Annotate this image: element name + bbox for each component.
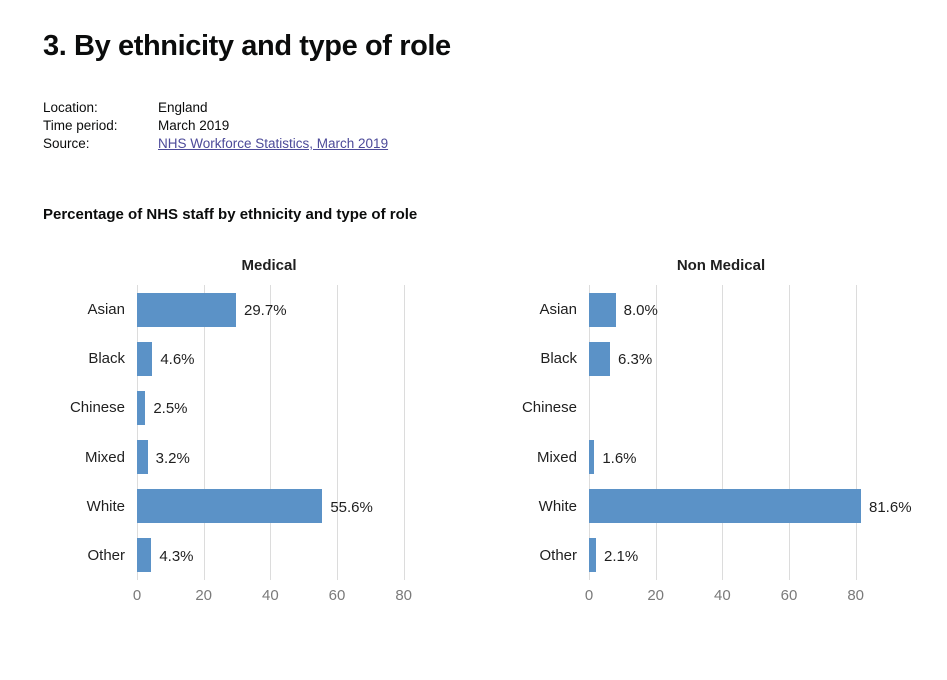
bar: [589, 538, 596, 573]
category-label: White: [86, 497, 125, 515]
gridline: [337, 285, 338, 580]
chart-row: Chinese: [522, 383, 889, 432]
category-label: Black: [88, 350, 125, 368]
value-label: 55.6%: [330, 498, 373, 516]
value-label: 6.3%: [618, 351, 653, 369]
meta-value-location: England: [158, 100, 208, 115]
meta-value-time-period: March 2019: [158, 118, 230, 133]
x-tick-label: 80: [395, 587, 412, 604]
value-label: 29.7%: [244, 302, 287, 320]
plot-area: Asian 8.0% Black 6.3% Chinese Mixed 1.6% White 8…: [522, 285, 912, 580]
value-label: 4.3%: [159, 547, 194, 565]
bar: [137, 292, 236, 327]
chart-row: Chinese 2.5%: [70, 383, 437, 432]
charts-row: Medical Asian 29.7% Black 4.6% Chinese 2.5% Mi…: [43, 257, 947, 606]
chart-title-non-medical: Non Medical: [676, 257, 766, 274]
bar: [589, 292, 616, 327]
chart-title-medical: Medical: [241, 257, 297, 274]
chart-medical: Medical Asian 29.7% Black 4.6% Chinese 2.5% Mi…: [43, 257, 495, 606]
chart-row: Black 6.3%: [540, 334, 889, 383]
x-tick-label: 80: [847, 587, 864, 604]
x-tick-label: 60: [328, 587, 346, 604]
value-label: 1.6%: [602, 449, 637, 467]
category-label: Other: [539, 546, 577, 564]
bar: [137, 489, 323, 524]
value-label: 8.0%: [623, 302, 658, 320]
chart-row: Other 4.3%: [87, 531, 437, 580]
page-content: 3. By ethnicity and type of role Locatio…: [0, 30, 947, 606]
chart-row: Black 4.6%: [88, 334, 437, 383]
value-label: 81.6%: [869, 498, 912, 516]
gridline: [403, 285, 405, 580]
meta-row-source: Source: NHS Workforce Statistics, March …: [43, 135, 947, 153]
bar: [589, 341, 610, 376]
gridline: [722, 285, 724, 580]
chart-row: Mixed 1.6%: [537, 433, 889, 482]
bar: [137, 440, 148, 475]
gridline: [589, 285, 590, 580]
x-tick-label: 20: [647, 587, 664, 604]
x-axis: 0 20 40 60 80: [585, 580, 889, 606]
bar: [589, 489, 861, 524]
gridline: [655, 285, 657, 580]
gridline: [137, 285, 138, 580]
meta-label-source: Source:: [43, 136, 90, 151]
category-label: Asian: [87, 301, 125, 319]
category-label: Asian: [539, 301, 577, 319]
chart-non-medical: Non Medical Asian 8.0% Black 6.3% Chinese Mix…: [495, 257, 947, 606]
gridline: [855, 285, 857, 580]
meta-label-time-period: Time period:: [43, 118, 118, 133]
gridline: [789, 285, 790, 580]
chart-heading: Percentage of NHS staff by ethnicity and…: [43, 206, 418, 223]
chart-row: Asian 29.7%: [87, 285, 437, 334]
x-tick-label: 20: [195, 587, 212, 604]
gridline: [270, 285, 272, 580]
x-tick-label: 0: [584, 587, 594, 604]
metadata-block: Location: England Time period: March 201…: [43, 99, 947, 153]
x-tick-label: 0: [132, 587, 142, 604]
chart-row: Mixed 3.2%: [85, 433, 437, 482]
source-link[interactable]: NHS Workforce Statistics, March 2019: [158, 136, 389, 151]
category-label: White: [538, 497, 577, 515]
meta-label-location: Location:: [43, 100, 98, 115]
meta-row-location: Location: England: [43, 99, 947, 117]
page-title: 3. By ethnicity and type of role: [43, 30, 451, 62]
value-label: 4.6%: [160, 351, 195, 369]
value-label: 2.5%: [153, 400, 188, 418]
bar-rows: Asian 29.7% Black 4.6% Chinese 2.5% Mixed 3.2% W…: [70, 285, 437, 580]
value-label: 2.1%: [604, 547, 639, 565]
x-tick-label: 40: [261, 587, 279, 604]
category-label: Mixed: [84, 448, 125, 466]
category-label: Other: [87, 546, 125, 564]
bar-rows: Asian 8.0% Black 6.3% Chinese Mixed 1.6% White 8…: [522, 285, 912, 580]
x-tick-label: 60: [780, 587, 798, 604]
category-label: Mixed: [536, 448, 577, 466]
category-label: Chinese: [69, 399, 125, 417]
category-label: Chinese: [521, 399, 577, 417]
value-label: 3.2%: [155, 449, 190, 467]
bar: [137, 390, 146, 425]
plot-area: Asian 29.7% Black 4.6% Chinese 2.5% Mixed 3.2% W…: [70, 285, 437, 580]
chart-row: White 55.6%: [87, 482, 437, 531]
bar: [137, 538, 152, 573]
x-axis: 0 20 40 60 80: [133, 580, 437, 606]
category-label: Black: [540, 350, 577, 368]
bar: [589, 440, 595, 475]
gridline: [203, 285, 205, 580]
chart-row: White 81.6%: [539, 482, 912, 531]
meta-row-time-period: Time period: March 2019: [43, 117, 947, 135]
x-tick-label: 40: [713, 587, 731, 604]
chart-row: Asian 8.0%: [539, 285, 889, 334]
bar: [137, 341, 153, 376]
chart-row: Other 2.1%: [539, 531, 889, 580]
